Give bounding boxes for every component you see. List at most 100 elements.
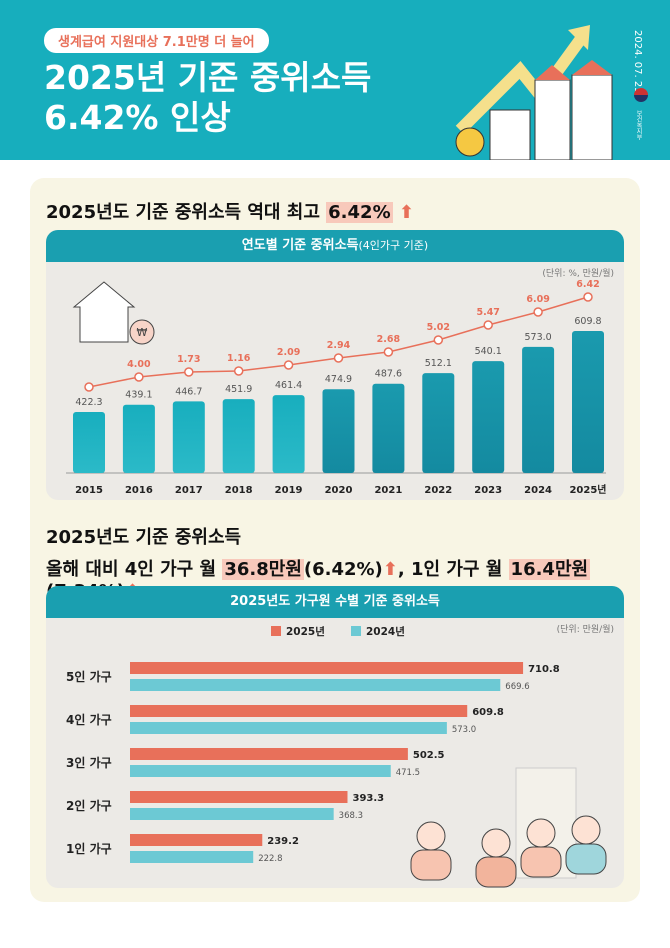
rate-point bbox=[533, 307, 543, 317]
rate-label: 2.68 bbox=[377, 334, 401, 345]
panel-title: 연도별 기준 중위소득(4인가구 기준) bbox=[46, 230, 624, 262]
x-tick-label: 2016 bbox=[125, 485, 153, 496]
bar-2024년-4인 가구 bbox=[130, 722, 447, 734]
rate-point bbox=[134, 372, 144, 382]
bar-2025년-4인 가구 bbox=[130, 705, 468, 717]
x-tick-label: 2024 bbox=[524, 485, 552, 496]
bar-label: 422.3 bbox=[75, 397, 102, 408]
heading-line1: 2025년도 기준 중위소득 bbox=[46, 527, 242, 548]
bar-2019 bbox=[272, 395, 305, 473]
hl1: 36.8만원 bbox=[222, 559, 304, 580]
bar-label: 471.5 bbox=[396, 768, 420, 778]
bar-2018 bbox=[222, 399, 255, 473]
legend-swatch bbox=[351, 626, 361, 636]
bar-2022 bbox=[422, 373, 455, 473]
household-chart: 2025년 2024년 5인 가구 710.8 669.6 4인 가구 609.8 573.0… bbox=[66, 625, 607, 888]
chart2-title: 2025년도 가구원 수별 기준 중위소득 bbox=[46, 586, 624, 618]
header-banner: 생계급여 지원대상 7.1만명 더 늘어 2025년 기준 중위소득 6.42%… bbox=[0, 0, 670, 160]
bar-2025년 bbox=[572, 330, 604, 473]
bar-2024 bbox=[522, 346, 555, 473]
rate-label: 6.42 bbox=[576, 279, 599, 290]
bar-label: 710.8 bbox=[528, 664, 560, 675]
bar-label: 239.2 bbox=[267, 836, 299, 847]
bar-2024년-5인 가구 bbox=[130, 679, 501, 691]
bar-label: 461.4 bbox=[275, 380, 302, 391]
t1: 올해 대비 4인 가구 월 bbox=[46, 559, 223, 580]
title-line1: 2025년 기준 중위소득 bbox=[44, 58, 372, 97]
won-symbol: ₩ bbox=[137, 326, 148, 339]
rate-point bbox=[233, 366, 244, 376]
person-body bbox=[475, 856, 517, 888]
rate-point bbox=[84, 382, 94, 392]
x-tick-label: 2020 bbox=[325, 485, 353, 496]
hl2: 16.4만원 bbox=[508, 559, 591, 580]
x-tick-label: 2021 bbox=[374, 485, 402, 496]
category-label: 5인 가구 bbox=[66, 669, 112, 684]
rate-label: 2.94 bbox=[327, 340, 351, 351]
rate-point bbox=[184, 367, 194, 377]
house-icon bbox=[72, 281, 136, 343]
person-icon bbox=[481, 828, 511, 858]
bar-label: 512.1 bbox=[425, 358, 452, 369]
person-body bbox=[565, 843, 607, 875]
x-tick-label: 2019 bbox=[275, 485, 303, 496]
rate-point bbox=[433, 335, 444, 345]
person-icon bbox=[571, 815, 601, 845]
person-icon bbox=[526, 818, 556, 848]
rate-label: 6.09 bbox=[526, 294, 549, 305]
bar-2024년-3인 가구 bbox=[130, 765, 391, 777]
bar-2025년-5인 가구 bbox=[130, 662, 524, 674]
category-label: 3인 가구 bbox=[66, 755, 112, 770]
category-label: 1인 가구 bbox=[66, 841, 112, 856]
bar-2021 bbox=[372, 383, 405, 473]
bar-label: 502.5 bbox=[413, 750, 445, 761]
x-tick-label: 2015 bbox=[75, 485, 103, 496]
bar-label: 393.3 bbox=[352, 793, 384, 804]
chart2-unit: (단위: 만원/월) bbox=[556, 625, 614, 635]
rate-label: 5.02 bbox=[427, 322, 450, 333]
ministry-label: 보건복지부 bbox=[635, 110, 642, 140]
rate-point bbox=[333, 353, 344, 363]
rate-label: 4.00 bbox=[127, 359, 151, 370]
up-arrow-icon: ⬆ bbox=[398, 202, 414, 223]
legend-label: 2025년 bbox=[286, 625, 325, 638]
bar-2023 bbox=[472, 361, 505, 473]
chart1-subtitle: (4인가구 기준) bbox=[358, 239, 429, 252]
ministry-logo-icon bbox=[634, 88, 648, 102]
x-tick-label: 2017 bbox=[175, 485, 203, 496]
bar-label: 222.8 bbox=[258, 854, 282, 864]
bar-label: 368.3 bbox=[339, 811, 363, 821]
x-tick-label: 2018 bbox=[225, 485, 253, 496]
bar-label: 669.6 bbox=[505, 682, 529, 692]
rate-label: 1.73 bbox=[177, 354, 200, 365]
x-tick-label: 2025년 bbox=[569, 483, 606, 496]
title-line2: 6.42% 인상 bbox=[44, 98, 231, 137]
subtitle-pill: 생계급여 지원대상 7.1만명 더 늘어 bbox=[44, 28, 269, 53]
rate-point bbox=[283, 360, 294, 370]
x-tick-label: 2022 bbox=[424, 485, 452, 496]
buildings-arrow-illustration bbox=[455, 25, 613, 160]
category-label: 2인 가구 bbox=[66, 798, 112, 813]
page-title: 2025년 기준 중위소득 6.42% 인상 bbox=[44, 58, 371, 138]
bar-label: 573.0 bbox=[452, 725, 476, 735]
person-body bbox=[520, 846, 562, 878]
rate-label: 1.16 bbox=[227, 353, 251, 364]
t2: (6.42%) bbox=[303, 559, 383, 580]
rate-point bbox=[483, 320, 493, 330]
bar-2025년-3인 가구 bbox=[130, 748, 408, 760]
bar-label: 609.8 bbox=[574, 316, 601, 327]
bar-2024년-1인 가구 bbox=[130, 851, 254, 863]
bar-label: 439.1 bbox=[125, 390, 152, 401]
person-icon bbox=[416, 821, 446, 851]
bar-2020 bbox=[322, 389, 355, 473]
category-label: 4인 가구 bbox=[66, 712, 112, 727]
yearly-chart: 422.3 2015 439.1 2016 446.7 2017 451.9 2018 461.… bbox=[66, 279, 607, 496]
bar-2017 bbox=[172, 401, 205, 473]
legend-swatch bbox=[271, 626, 281, 636]
rate-label: 5.47 bbox=[476, 307, 499, 318]
chart1-unit: (단위: %, 만원/월) bbox=[542, 269, 614, 279]
rate-label: 2.09 bbox=[277, 347, 300, 358]
rate-point bbox=[383, 347, 394, 357]
person-body bbox=[410, 849, 452, 881]
t3: , 1인 가구 월 bbox=[397, 559, 509, 580]
